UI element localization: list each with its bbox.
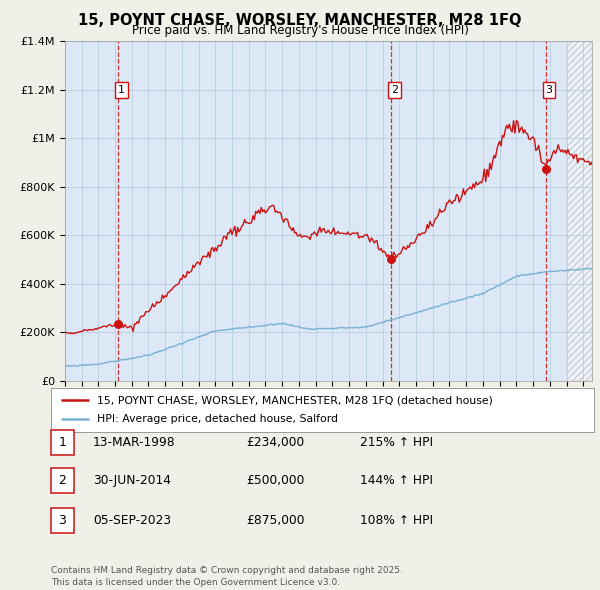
Text: 30-JUN-2014: 30-JUN-2014 <box>93 474 171 487</box>
Text: 05-SEP-2023: 05-SEP-2023 <box>93 514 171 527</box>
Text: £234,000: £234,000 <box>246 436 304 449</box>
Text: 2: 2 <box>391 85 398 95</box>
Text: 15, POYNT CHASE, WORSLEY, MANCHESTER, M28 1FQ (detached house): 15, POYNT CHASE, WORSLEY, MANCHESTER, M2… <box>97 395 493 405</box>
Text: 1: 1 <box>58 436 67 449</box>
Text: 13-MAR-1998: 13-MAR-1998 <box>93 436 176 449</box>
Text: £500,000: £500,000 <box>246 474 304 487</box>
Text: Contains HM Land Registry data © Crown copyright and database right 2025.
This d: Contains HM Land Registry data © Crown c… <box>51 566 403 587</box>
Text: 3: 3 <box>58 514 67 527</box>
Text: 108% ↑ HPI: 108% ↑ HPI <box>360 514 433 527</box>
Text: 2: 2 <box>58 474 67 487</box>
Text: 15, POYNT CHASE, WORSLEY, MANCHESTER, M28 1FQ: 15, POYNT CHASE, WORSLEY, MANCHESTER, M2… <box>78 13 522 28</box>
Text: HPI: Average price, detached house, Salford: HPI: Average price, detached house, Salf… <box>97 415 338 424</box>
Bar <box>566 41 592 381</box>
Text: 1: 1 <box>118 85 125 95</box>
Text: 144% ↑ HPI: 144% ↑ HPI <box>360 474 433 487</box>
Text: £875,000: £875,000 <box>246 514 305 527</box>
Text: Price paid vs. HM Land Registry's House Price Index (HPI): Price paid vs. HM Land Registry's House … <box>131 24 469 37</box>
Text: 3: 3 <box>545 85 553 95</box>
Text: 215% ↑ HPI: 215% ↑ HPI <box>360 436 433 449</box>
